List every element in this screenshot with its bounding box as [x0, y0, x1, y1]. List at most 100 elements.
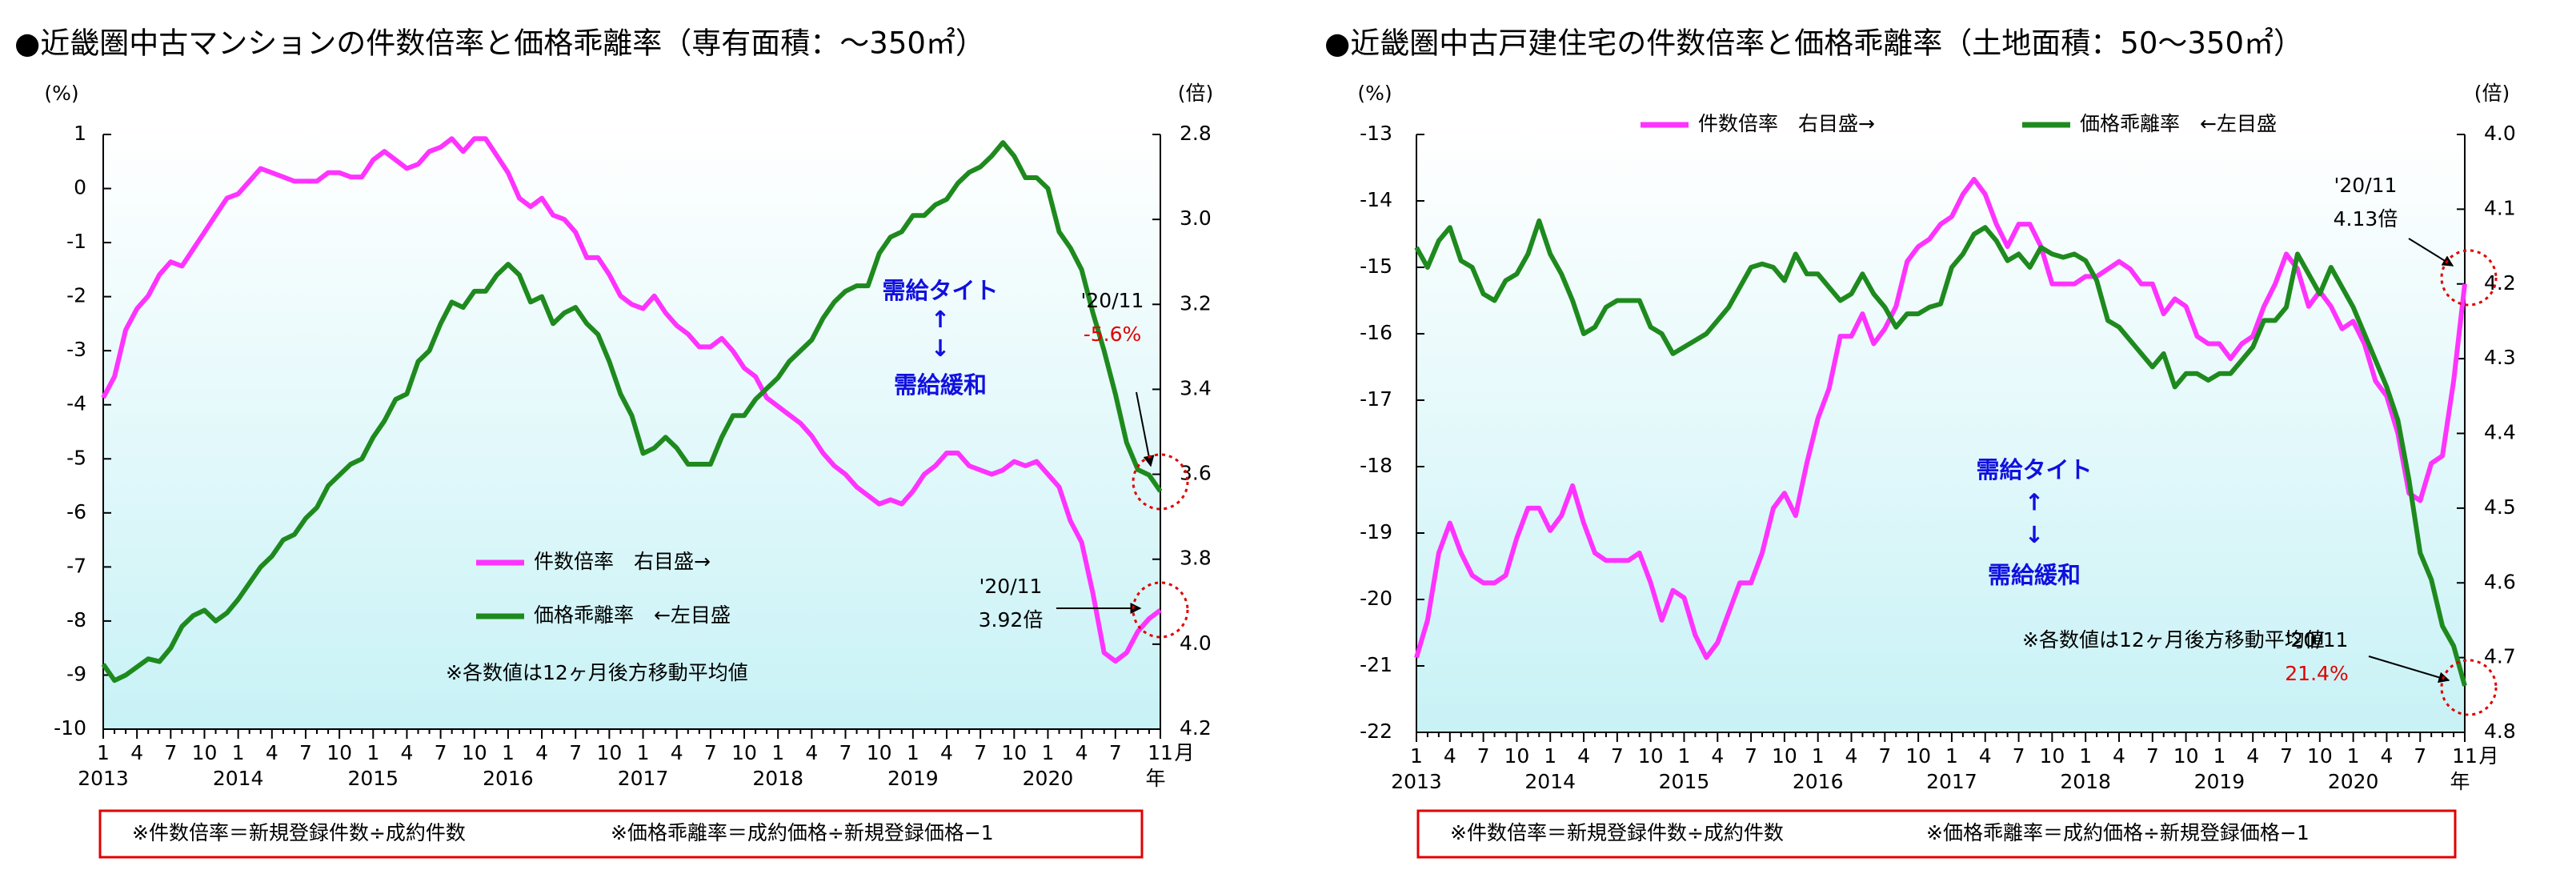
y-tick-label: 0 — [74, 176, 86, 199]
y2-tick-label: 4.2 — [1180, 716, 1212, 740]
supply-note: ↓ — [2025, 521, 2044, 548]
y-tick-label: -6 — [66, 500, 86, 523]
x-tick-label: 4 — [940, 741, 953, 764]
y2-tick-label: 4.8 — [2484, 720, 2516, 743]
legend-label: 件数倍率 右目盛→ — [534, 550, 711, 573]
x-tick-label: 1 — [1544, 744, 1556, 768]
series-line — [1414, 177, 2467, 660]
year-label: 2016 — [483, 767, 534, 790]
annotation-value: 3.92倍 — [979, 608, 1044, 631]
y-tick-label: -10 — [54, 716, 86, 740]
y-tick-label: -2 — [66, 284, 86, 307]
x-tick-label: 7 — [704, 741, 717, 764]
y2-unit-label: (倍) — [1178, 82, 1214, 105]
y-unit-label: (%) — [1357, 82, 1392, 105]
supply-note: 需給タイト — [882, 277, 998, 304]
y2-unit-label: (倍) — [2474, 82, 2510, 105]
x-tick-label: 10 — [1905, 744, 1931, 768]
y-unit-label: (%) — [44, 82, 78, 105]
x-year-unit: 年 — [1145, 767, 1165, 790]
annotation-circle — [2440, 249, 2498, 307]
annotation-circle — [2440, 659, 2498, 716]
plot-area — [1416, 134, 2465, 732]
year-label: 2019 — [887, 767, 939, 790]
y-tick-label: -15 — [1360, 255, 1392, 278]
y-tick-label: -14 — [1360, 188, 1392, 211]
footnote: ※価格乖離率＝成約価格÷新規登録価格−1 — [1926, 821, 2310, 844]
x-tick-label: 7 — [2146, 744, 2159, 768]
annotation-date: '20/11 — [980, 575, 1043, 598]
x-tick-label: 4 — [1444, 744, 1456, 768]
annotation-value: 4.13倍 — [2334, 207, 2398, 231]
x-tick-label: 11 — [2452, 744, 2478, 768]
supply-note: ↑ — [2025, 489, 2044, 516]
x-tick-label: 4 — [1711, 744, 1724, 768]
y-tick-label: -7 — [66, 554, 86, 577]
y-tick-label: -22 — [1360, 720, 1392, 743]
x-tick-label: 7 — [2414, 744, 2426, 768]
x-tick-label: 7 — [1611, 744, 1624, 768]
y2-tick-label: 4.0 — [1180, 631, 1212, 655]
year-label: 2018 — [2060, 770, 2111, 793]
year-label: 2014 — [213, 767, 264, 790]
x-tick-label: 10 — [731, 741, 757, 764]
x-tick-label: 7 — [1109, 741, 1122, 764]
series-line — [101, 140, 1163, 684]
annotation-value: -5.6% — [1084, 323, 1142, 346]
y2-tick-label: 3.8 — [1180, 547, 1212, 570]
annotation-arrow — [2408, 238, 2454, 267]
year-label: 2017 — [618, 767, 669, 790]
supply-note: 需給緩和 — [1988, 562, 2081, 589]
x-tick-label: 1 — [97, 741, 110, 764]
x-tick-label: 4 — [805, 741, 818, 764]
y2-tick-label: 4.6 — [2484, 570, 2516, 593]
x-tick-label: 7 — [974, 741, 987, 764]
year-label: 2018 — [752, 767, 803, 790]
annotation-circle — [1132, 453, 1189, 511]
y-tick-label: -21 — [1360, 653, 1392, 676]
y-tick-label: -20 — [1360, 587, 1392, 610]
x-tick-label: 7 — [435, 741, 447, 764]
y-tick-label: -16 — [1360, 321, 1392, 344]
x-tick-label: 10 — [596, 741, 622, 764]
chart-title: ●近畿圏中古マンションの件数倍率と価格乖離率（専有面積：～350㎡） — [14, 26, 985, 61]
x-month-unit: 月 — [2478, 744, 2498, 768]
y2-tick-label: 3.6 — [1180, 462, 1212, 485]
x-tick-label: 10 — [1001, 741, 1027, 764]
year-label: 2017 — [1926, 770, 1977, 793]
x-tick-label: 7 — [1878, 744, 1891, 768]
x-tick-label: 7 — [1477, 744, 1490, 768]
x-month-unit: 月 — [1174, 741, 1194, 764]
y2-tick-label: 3.4 — [1180, 376, 1212, 399]
y2-tick-label: 4.7 — [2484, 645, 2516, 668]
supply-note: ↑ — [931, 306, 950, 333]
y-tick-label: -9 — [66, 662, 86, 685]
footnote: ※件数倍率＝新規登録件数÷成約件数 — [132, 821, 466, 844]
x-tick-label: 10 — [327, 741, 352, 764]
year-label: 2020 — [2328, 770, 2379, 793]
y2-tick-label: 4.2 — [2484, 271, 2516, 295]
y-tick-label: -3 — [66, 338, 86, 361]
plot-area — [103, 134, 1160, 729]
x-tick-label: 4 — [2246, 744, 2259, 768]
legend-label: 件数倍率 右目盛→ — [1698, 112, 1875, 135]
y2-tick-label: 4.4 — [2484, 421, 2516, 444]
legend-label: 価格乖離率 ←左目盛 — [534, 603, 731, 627]
y2-tick-label: 4.5 — [2484, 495, 2516, 519]
x-tick-label: 1 — [1812, 744, 1825, 768]
year-label: 2013 — [78, 767, 129, 790]
series-line — [1414, 218, 2467, 687]
x-tick-label: 7 — [839, 741, 852, 764]
x-tick-label: 1 — [1042, 741, 1055, 764]
x-tick-label: 4 — [535, 741, 548, 764]
year-label: 2016 — [1793, 770, 1844, 793]
x-tick-label: 4 — [671, 741, 683, 764]
supply-note: 需給タイト — [1976, 456, 2092, 483]
x-tick-label: 4 — [2380, 744, 2393, 768]
x-tick-label: 10 — [2039, 744, 2065, 768]
supply-note: ↓ — [931, 335, 950, 362]
footnote: ※価格乖離率＝成約価格÷新規登録価格−1 — [611, 821, 994, 844]
x-tick-label: 4 — [1979, 744, 1992, 768]
annotation-date: '20/11 — [1081, 289, 1144, 312]
x-tick-label: 10 — [192, 741, 218, 764]
